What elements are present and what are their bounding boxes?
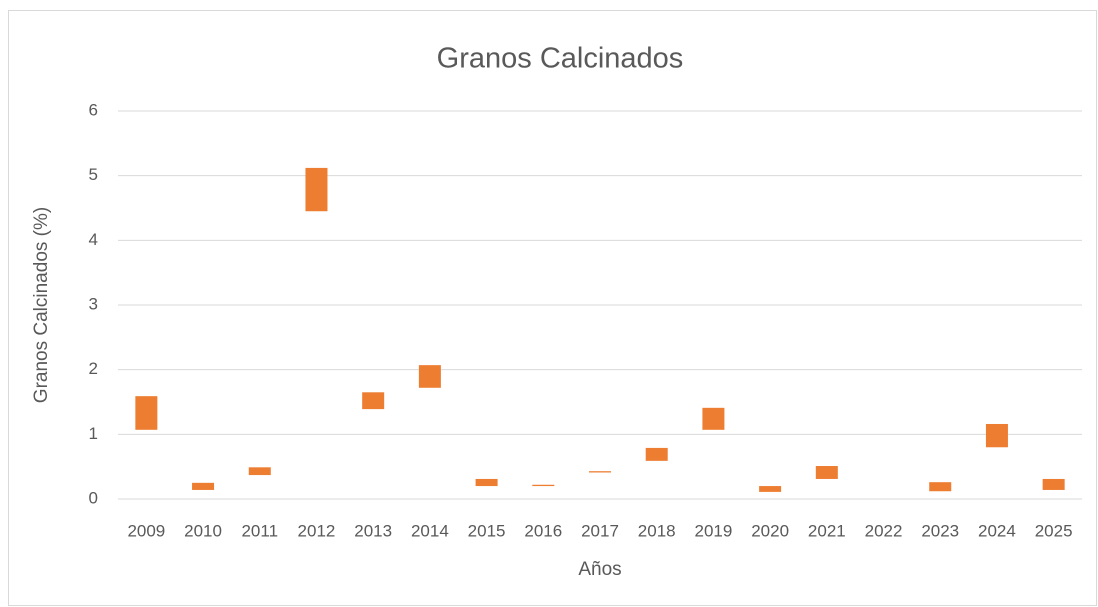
x-tick-label: 2013 bbox=[354, 521, 392, 540]
y-tick-label: 4 bbox=[89, 230, 98, 249]
bar bbox=[305, 167, 328, 212]
x-tick-label: 2009 bbox=[127, 521, 165, 540]
x-tick-label: 2023 bbox=[921, 521, 959, 540]
bar bbox=[759, 486, 782, 492]
bar bbox=[589, 471, 611, 473]
bar bbox=[702, 407, 725, 430]
x-tick-label: 2014 bbox=[411, 521, 449, 540]
chart-frame bbox=[8, 10, 1097, 606]
x-tick-label: 2019 bbox=[694, 521, 732, 540]
bar bbox=[418, 365, 441, 388]
y-tick-label: 6 bbox=[89, 100, 98, 119]
bar bbox=[815, 466, 838, 479]
x-tick-label: 2024 bbox=[978, 521, 1016, 540]
bar bbox=[532, 484, 555, 487]
bar bbox=[135, 396, 158, 430]
x-tick-label: 2022 bbox=[865, 521, 903, 540]
bar bbox=[192, 482, 215, 490]
x-tick-label: 2018 bbox=[638, 521, 676, 540]
bar bbox=[645, 447, 668, 461]
bar bbox=[362, 392, 385, 410]
bar bbox=[1042, 478, 1065, 490]
y-axis-label: Granos Calcinados (%) bbox=[31, 207, 52, 403]
x-tick-label: 2021 bbox=[808, 521, 846, 540]
x-tick-label: 2017 bbox=[581, 521, 619, 540]
x-tick-label: 2016 bbox=[524, 521, 562, 540]
y-tick-label: 3 bbox=[89, 294, 98, 313]
y-tick-label: 1 bbox=[89, 424, 98, 443]
y-tick-label: 0 bbox=[89, 488, 98, 507]
x-tick-label: 2020 bbox=[751, 521, 789, 540]
chart-title: Granos Calcinados bbox=[437, 43, 684, 75]
x-tick-label: 2010 bbox=[184, 521, 222, 540]
x-tick-label: 2011 bbox=[241, 521, 278, 540]
bar bbox=[475, 478, 498, 487]
x-tick-label: 2025 bbox=[1035, 521, 1073, 540]
bar bbox=[248, 467, 271, 476]
x-tick-label: 2012 bbox=[298, 521, 336, 540]
y-tick-label: 5 bbox=[89, 165, 98, 184]
x-tick-label: 2015 bbox=[468, 521, 506, 540]
bar bbox=[929, 482, 952, 492]
x-axis-label: Años bbox=[578, 559, 621, 580]
y-tick-label: 2 bbox=[89, 359, 98, 378]
bar bbox=[985, 423, 1008, 448]
